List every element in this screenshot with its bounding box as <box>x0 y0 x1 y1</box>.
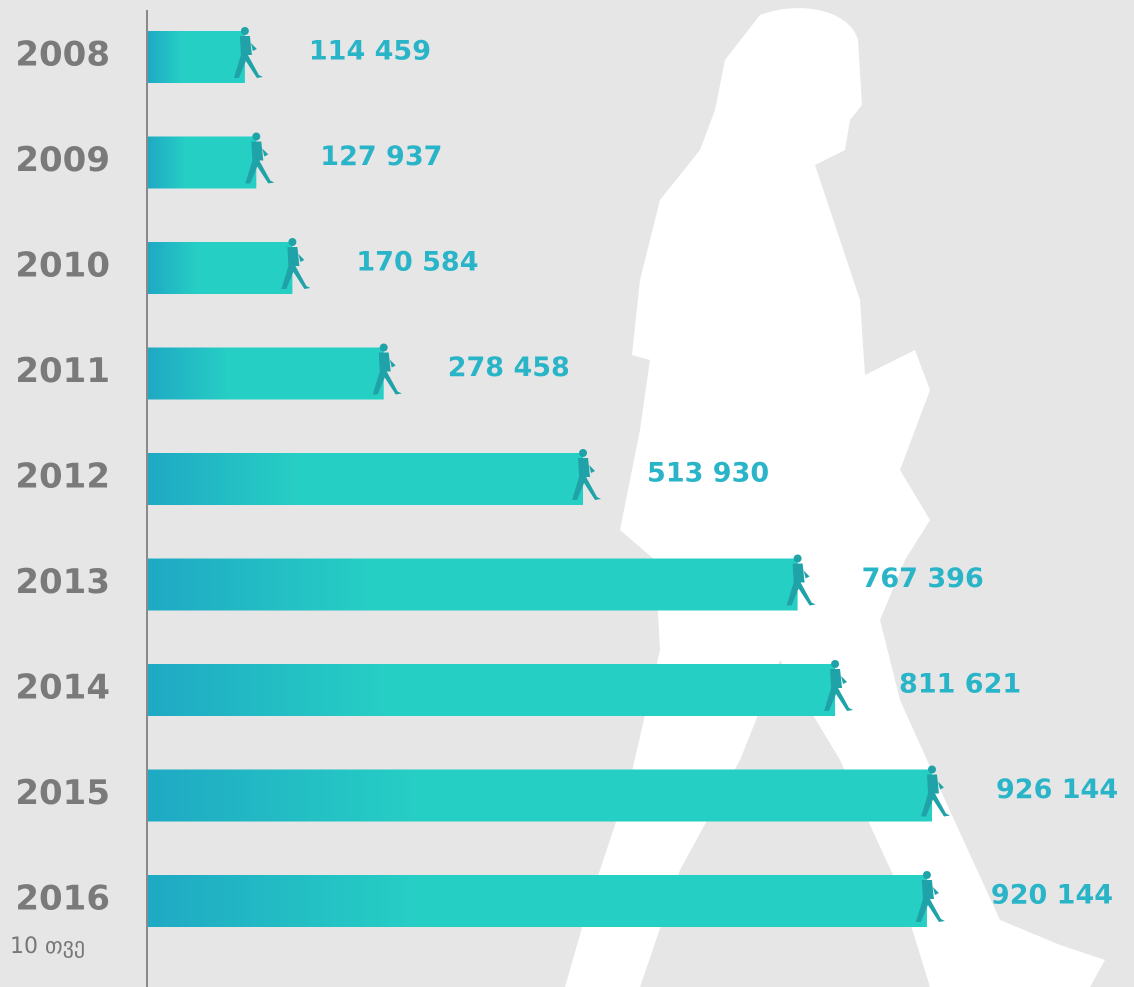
walker-head <box>793 554 802 563</box>
walker-body <box>233 36 263 78</box>
walker-body <box>921 774 950 817</box>
y-tick-label: 2014 <box>15 668 110 708</box>
value-label: 767 396 <box>862 563 984 594</box>
y-tick-label: 2010 <box>15 246 110 286</box>
value-label: 127 937 <box>320 141 442 172</box>
walker-head <box>579 449 588 457</box>
walker-icon <box>281 238 311 289</box>
walker-icon <box>245 132 275 184</box>
value-label: 920 144 <box>991 880 1113 911</box>
walker-icon <box>824 660 854 711</box>
y-tick-label: 2008 <box>15 35 110 75</box>
walker-body <box>915 880 945 922</box>
walker-icon <box>786 554 816 606</box>
bar <box>148 875 927 927</box>
bar <box>148 242 293 294</box>
value-label: 926 144 <box>996 774 1118 805</box>
walker-icon <box>372 343 402 395</box>
walker-head <box>379 343 388 352</box>
value-label: 114 459 <box>309 36 431 67</box>
bar <box>148 136 257 189</box>
bar <box>148 347 384 400</box>
walker-body <box>572 458 602 500</box>
value-label: 278 458 <box>448 352 570 383</box>
walker-body <box>245 141 275 184</box>
bar <box>148 664 836 716</box>
walker-icon <box>572 449 602 500</box>
walker-icon <box>921 765 950 817</box>
walker-head <box>240 27 249 35</box>
walker-body <box>372 352 402 395</box>
y-tick-label: 2009 <box>15 140 110 180</box>
bar <box>148 558 798 611</box>
walker-head <box>252 132 261 141</box>
y-tick-label: 2012 <box>15 457 110 497</box>
walker-icon <box>233 27 263 78</box>
value-label: 811 621 <box>899 669 1021 700</box>
bar <box>148 453 584 505</box>
walker-body <box>786 563 816 606</box>
walker-body <box>824 669 854 711</box>
y-tick-label: 2015 <box>15 773 110 813</box>
value-label: 170 584 <box>356 247 478 278</box>
walker-head <box>831 660 840 668</box>
walker-head <box>288 238 297 246</box>
bar <box>148 31 245 83</box>
y-tick-label: 2016 <box>15 879 110 919</box>
walker-body <box>281 247 311 289</box>
y-tick-label: 2011 <box>15 351 110 391</box>
walker-head <box>922 871 931 879</box>
y-tick-label: 2013 <box>15 562 110 602</box>
bar <box>148 769 932 822</box>
walker-head <box>928 765 936 774</box>
annotation: 10 თვე <box>10 934 85 959</box>
background-silhouette <box>565 8 1105 987</box>
value-label: 513 930 <box>647 458 769 489</box>
walker-icon <box>915 871 945 922</box>
